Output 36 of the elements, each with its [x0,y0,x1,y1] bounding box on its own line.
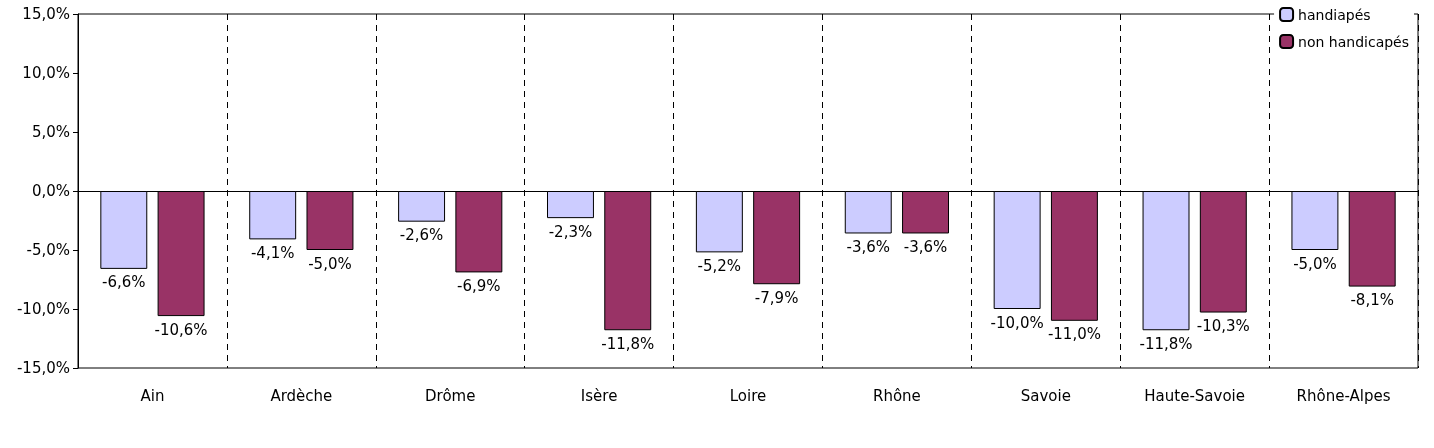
y-tick-label: 0,0% [31,182,70,200]
data-label: -8,1% [1350,291,1394,310]
data-label: -3,6% [846,237,891,256]
data-label: -10,3% [1196,317,1250,336]
legend-label: handiapés [1298,6,1371,23]
x-tick-label: Ardèche [270,386,333,405]
y-tick-label: -15,0% [16,359,70,377]
data-label: -11,0% [1047,325,1101,344]
legend-label: non handicapés [1298,33,1409,50]
data-label: -3,6% [903,237,948,256]
x-tick-label: Savoie [1020,386,1071,405]
data-label: -6,9% [457,276,501,295]
data-label: -10,6% [154,320,208,339]
data-label: -2,3% [548,222,593,241]
data-label: -5,0% [308,254,352,273]
y-tick-label: -5,0% [26,241,70,259]
data-label: -5,0% [1293,254,1337,273]
data-label: -11,8% [601,334,655,353]
x-tick-label: Haute-Savoie [1144,386,1245,405]
y-tick-label: 5,0% [31,123,70,141]
data-label: -5,2% [697,256,742,275]
data-label: -10,0% [990,313,1044,332]
x-tick-label: Ain [140,386,165,405]
data-label: -6,6% [102,273,146,292]
data-label: -4,1% [250,243,295,262]
x-tick-label: Rhône [872,386,921,405]
y-tick-label: 10,0% [22,64,70,82]
x-tick-label: Rhône-Alpes [1296,386,1391,405]
x-tick-label: Loire [729,386,767,405]
y-tick-label: 15,0% [22,5,70,23]
y-tick-label: -10,0% [16,300,70,318]
x-tick-label: Drôme [425,386,476,405]
data-label: -11,8% [1139,334,1193,353]
data-label: -7,9% [754,288,799,307]
data-label: -2,6% [399,226,444,245]
x-tick-label: Isère [580,386,618,405]
